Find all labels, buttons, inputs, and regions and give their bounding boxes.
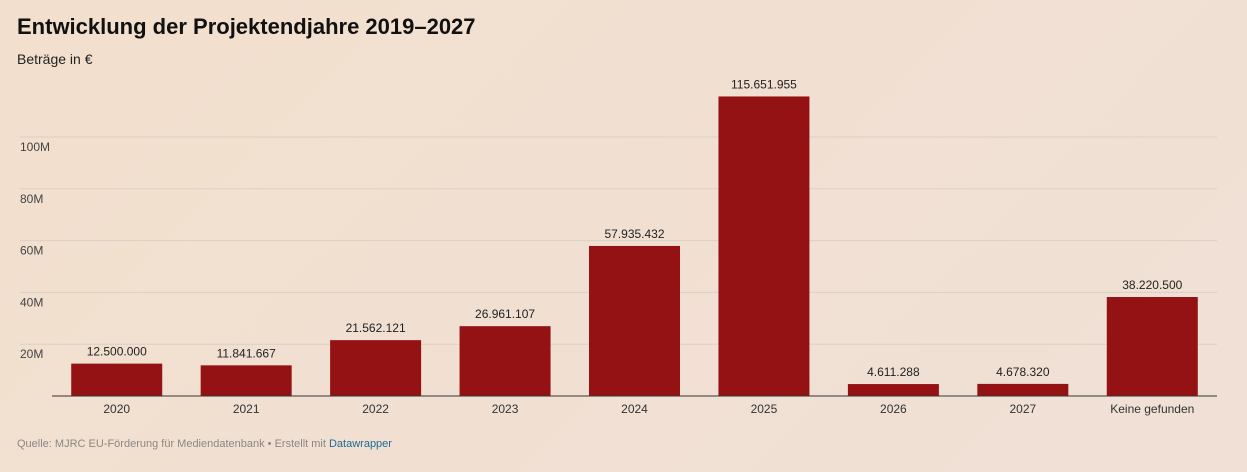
bar: [977, 383, 1069, 396]
bars-layer: [71, 96, 1198, 397]
labels-layer: 12.500.000 2020 11.841.667 2021 21.562.121 20…: [52, 76, 1217, 416]
source-text: Quelle: MJRC EU-Förderung für Mediendate…: [17, 438, 329, 450]
datawrapper-link[interactable]: Datawrapper: [328, 438, 392, 450]
bar: [330, 340, 422, 396]
bar: [200, 365, 292, 396]
bar-value-label: 11.841.667: [217, 346, 276, 360]
bar-value-label: 38.220.500: [1122, 278, 1182, 292]
y-tick-label: 20M: [20, 347, 43, 361]
bar-value-label: 4.611.288: [867, 365, 920, 379]
x-category-label: 2023: [492, 402, 519, 416]
bar: [847, 384, 939, 396]
bar-value-label: 12.500.000: [87, 345, 147, 359]
x-category-label: 2025: [751, 402, 778, 416]
y-tick-label: 40M: [20, 295, 43, 309]
chart-title: Entwicklung der Projektendjahre 2019–202…: [17, 14, 476, 39]
x-category-label: 2021: [233, 402, 260, 416]
x-category-label: 2027: [1009, 402, 1036, 416]
y-tick-label: 80M: [20, 192, 43, 206]
x-category-label: Keine gefunden: [1110, 402, 1194, 416]
bar-value-label: 4.678.320: [996, 365, 1050, 379]
x-category-label: 2024: [621, 402, 648, 416]
y-tick-label: 60M: [20, 244, 43, 258]
bar: [589, 245, 680, 396]
bar-value-label: 57.935.432: [604, 227, 664, 241]
bar-value-label: 26.961.107: [475, 307, 535, 321]
bar: [718, 96, 810, 397]
x-category-label: 2022: [362, 402, 389, 416]
chart-footer: Quelle: MJRC EU-Förderung für Mediendate…: [17, 438, 392, 450]
x-category-label: 2026: [880, 402, 907, 416]
bar-value-label: 115.651.955: [731, 77, 797, 91]
bar-value-label: 21.562.121: [346, 321, 406, 335]
y-tick-label: 100M: [20, 140, 50, 154]
chart-subtitle: Beträge in €: [17, 51, 93, 67]
bar: [459, 326, 551, 396]
bar: [1106, 297, 1198, 396]
bar: [71, 363, 163, 396]
x-category-label: 2020: [103, 402, 130, 416]
